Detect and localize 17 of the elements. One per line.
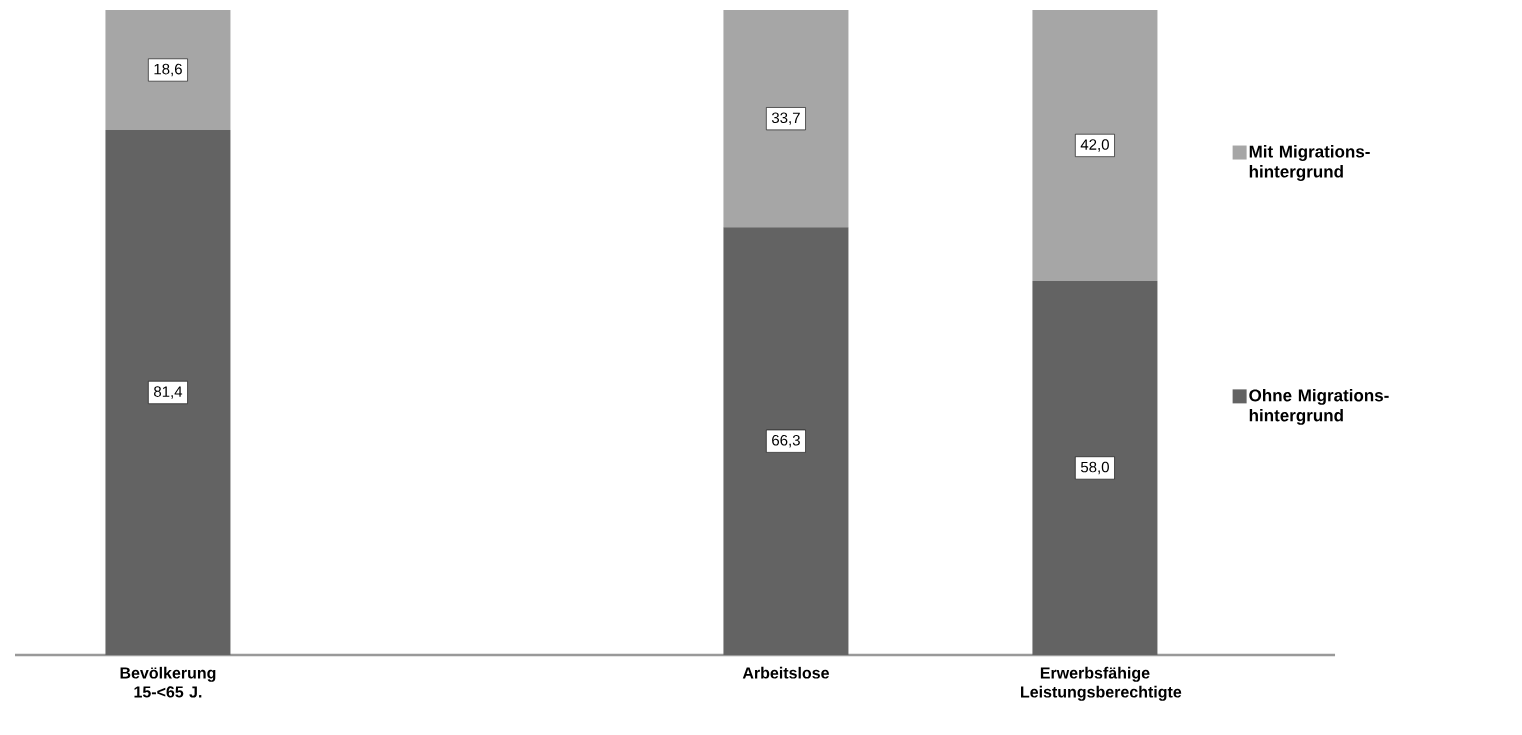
data-label: 33,7	[771, 112, 800, 125]
bar	[723, 227, 849, 655]
x-tick-label: Bevölkerung 15-<65 J.	[120, 666, 216, 698]
bar	[105, 129, 231, 655]
x-tick-label: Erwerbsfähige Leistungsberechtigte	[1021, 666, 1182, 701]
legend-label: Mit Migrations- hintergrund	[1249, 145, 1370, 182]
bar	[105, 9, 231, 130]
data-label: 81,4	[154, 386, 183, 399]
x-tick-label: Arbeitslose	[742, 666, 829, 679]
legend-label: Ohne Migrations- hintergrund	[1249, 388, 1389, 425]
data-label: 66,3	[772, 434, 800, 448]
data-label: 42,0	[1080, 139, 1109, 152]
bar	[723, 9, 849, 228]
bar	[1032, 9, 1158, 281]
data-label: 18,6	[154, 63, 182, 77]
data-label: 58,0	[1080, 461, 1109, 475]
bar	[1032, 280, 1158, 655]
